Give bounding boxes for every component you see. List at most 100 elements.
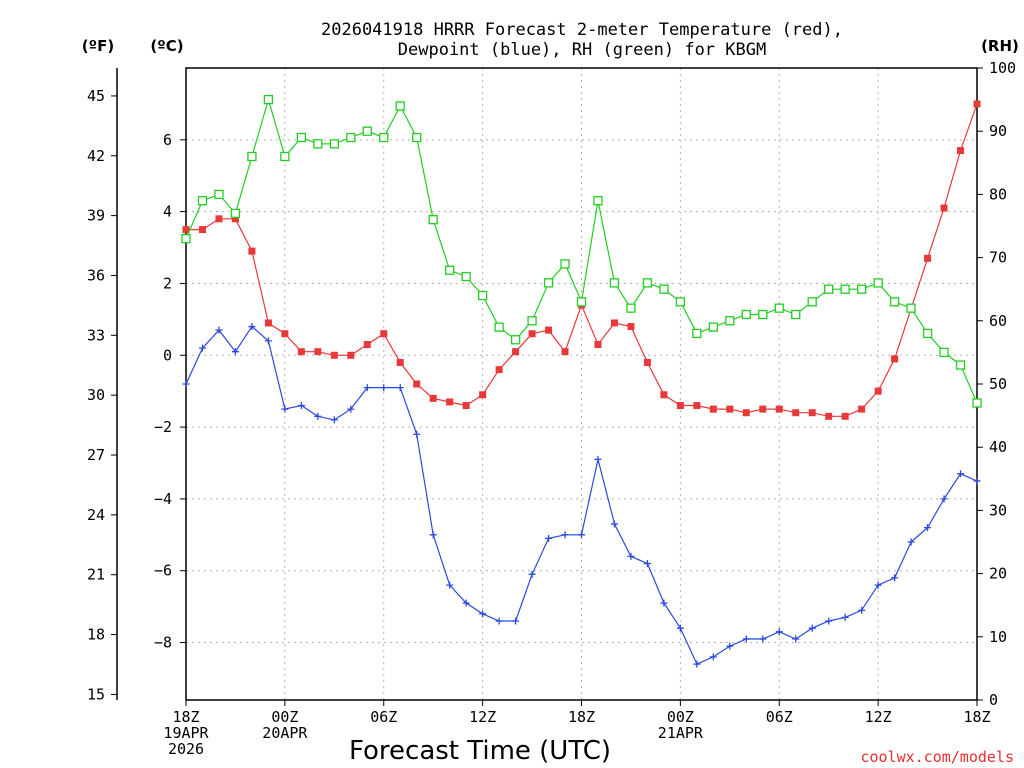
x-tick-label: 18Z [568,708,595,726]
x-tick-label: 18Z [963,708,990,726]
rh-point [445,265,455,275]
x-tick-label: 20APR [262,724,308,742]
rh-tick-label: 70 [989,249,1007,267]
temperature-point [924,254,932,262]
dewpoint-point [759,635,767,643]
dewpoint-point [264,337,272,345]
x-tick-label: 00Z [271,708,298,726]
celsius-tick-label: −2 [154,418,172,436]
dewpoint-point [429,531,437,539]
rh-point [939,347,949,358]
temperature-point [182,226,190,234]
x-tick-label: 12Z [469,708,496,726]
dewpoint-point [363,384,371,392]
rh-tick-label: 40 [989,438,1007,456]
temperature-point [891,355,899,363]
dewpoint-point [198,344,206,352]
dewpoint-point [709,653,717,661]
dewpoint-point [874,581,882,589]
dewpoint-point [380,384,388,392]
rh-point [329,139,339,149]
rh-tick-label: 20 [989,565,1007,583]
rh-tick-label: 90 [989,122,1007,140]
dewpoint-point [775,628,783,636]
temperature-point [347,351,355,359]
temperature-point [742,409,750,417]
rh-point [972,398,982,408]
dewpoint-point [231,348,239,356]
dewpoint-point [462,599,470,607]
temperature-point [973,100,981,108]
rh-point [609,278,620,288]
celsius-tick-label: 2 [163,274,172,292]
rh-point [692,328,702,339]
temperature-point [693,402,701,410]
rh-point [856,284,867,294]
temperature-point [198,226,206,234]
x-tick-label: 2026 [168,740,204,758]
rh-point [296,132,307,143]
temperature-point [545,326,553,334]
rh-point [197,196,208,206]
rh-point [214,189,224,200]
temperature-point [528,330,536,338]
rh-point [280,151,290,162]
dewpoint-point [446,581,454,589]
fahrenheit-tick-label: 24 [87,506,105,524]
rh-point [362,126,372,136]
series-dewpoint [182,323,981,668]
temperature-point [940,204,948,212]
dewpoint-point [627,552,635,560]
dewpoint-point [726,642,734,650]
x-axis-label: Forecast Time (UTC) [349,736,611,766]
dewpoint-point [660,599,668,607]
rh-point [527,316,537,326]
temperature-point [726,405,734,413]
rh-point [626,303,636,313]
fahrenheit-tick-label: 36 [87,266,105,284]
rh-point [593,196,603,206]
celsius-tick-label: −8 [154,634,172,652]
temperature-point [512,348,520,356]
dewpoint-point [215,326,223,334]
title-line-1: 2026041918 HRRR Forecast 2-meter Tempera… [321,20,843,40]
rh-point [181,233,191,244]
rh-point [576,297,587,307]
temperature-point [874,387,882,395]
dewpoint-point [825,617,833,625]
dewpoint-point [281,405,289,413]
rh-point [263,94,274,105]
series-layer [181,94,982,668]
rh-point [824,284,834,294]
temperature-point [808,409,816,417]
temperature-point [215,215,223,223]
temperature-point [792,409,800,417]
rh-unit-label: (RH) [981,37,1019,55]
title: 2026041918 HRRR Forecast 2-meter Tempera… [321,20,843,60]
rh-point [560,259,570,269]
rh-point [675,297,686,307]
rh-point [840,284,850,294]
temperature-point [281,330,289,338]
celsius-tick-label: 6 [163,131,172,149]
dewpoint-point [742,635,750,643]
temperature-point [495,366,503,374]
fahrenheit-tick-label: 18 [87,626,105,644]
temperature-point [297,348,305,356]
rh-point [906,303,916,313]
temperature-point [627,323,635,331]
rh-point [461,271,471,282]
temperature-point [314,348,322,356]
temperature-point [759,405,767,413]
dewpoint-point [347,405,355,413]
dewpoint-point [973,477,981,485]
temperature-point [396,358,404,366]
rh-point [543,278,554,288]
rh-point [922,328,933,339]
temperature-point [248,247,256,255]
rh-point [758,309,768,320]
temperature-point [676,402,684,410]
rh-point [642,278,653,288]
fahrenheit-tick-label: 15 [87,685,105,703]
